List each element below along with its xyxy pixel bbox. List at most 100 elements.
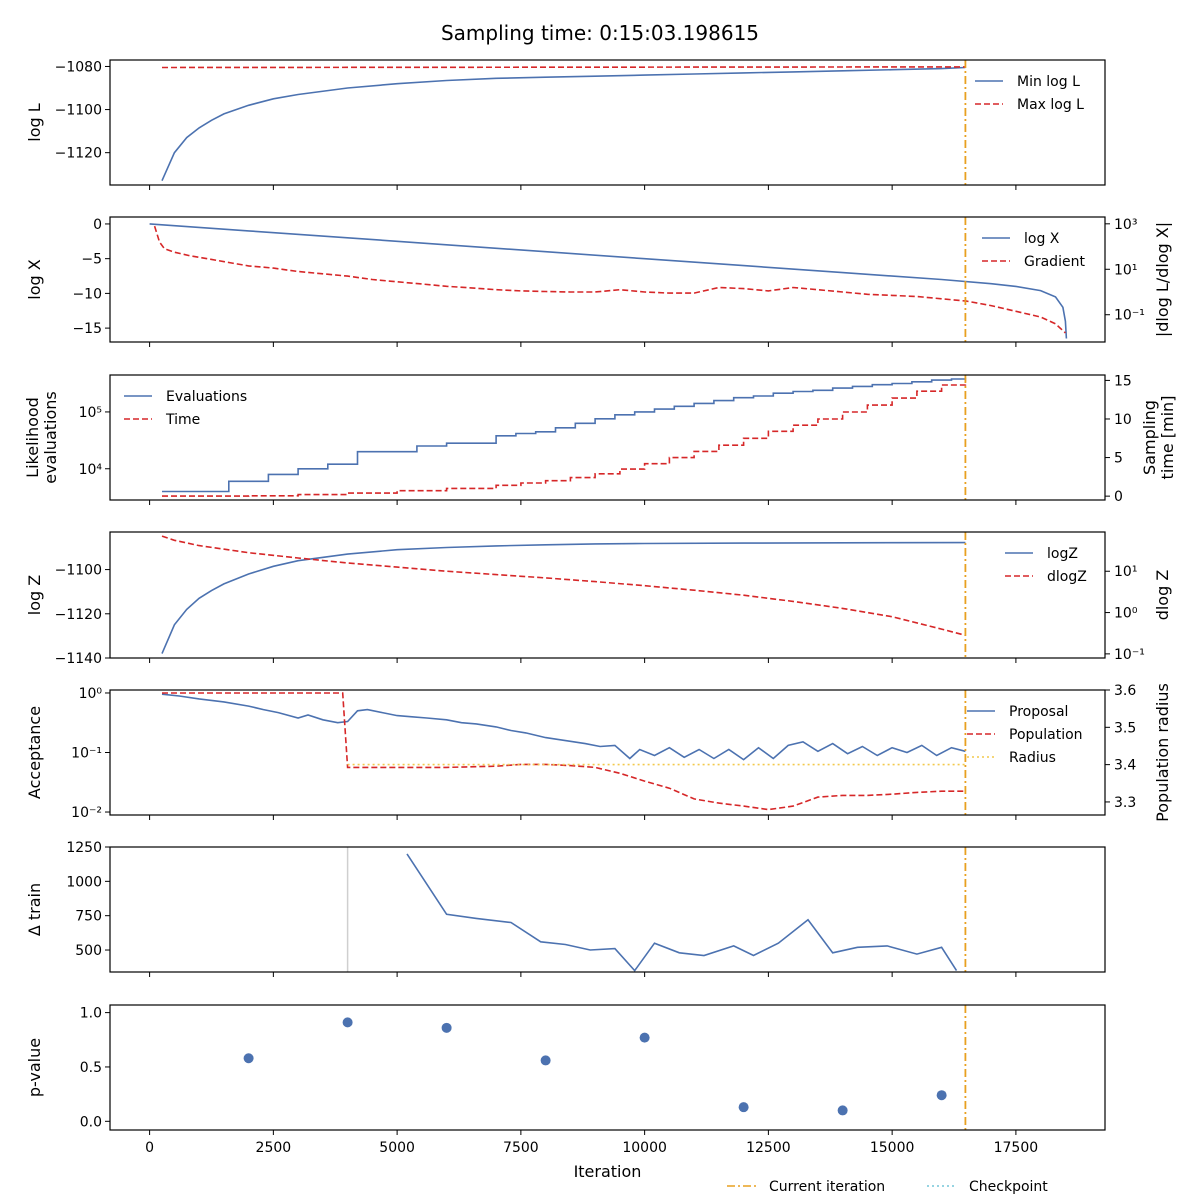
point-4: [540, 1055, 551, 1066]
y-tick-label: 1.0: [80, 1006, 102, 1022]
axes-frame: [109, 531, 1106, 659]
legend-label: Max log L: [1017, 97, 1084, 113]
y-tick-label: −1140: [55, 651, 102, 667]
y-tick-label: 10⁻²: [71, 805, 102, 821]
panel-evals: 10⁵ 10⁴ 0 5 10 15 Likelihood evaluations Samplin…: [23, 373, 1177, 505]
y-tick-label: 0.5: [80, 1060, 102, 1076]
y-tick-label: −1100: [55, 103, 102, 119]
point-3: [441, 1022, 452, 1033]
series-line-gradient: [153, 225, 1066, 334]
axes-frame: [109, 216, 1106, 343]
y2-axis-label: time [min]: [1158, 396, 1177, 480]
y-tick-label: −1100: [55, 563, 102, 579]
y2-tick-label: 10¹: [1114, 564, 1137, 580]
y-tick-label: 0: [93, 217, 102, 233]
y-axis-label: log L: [25, 103, 44, 141]
y-tick-label: 750: [75, 909, 102, 925]
series-line-dlogz: [161, 535, 966, 637]
panel-logz: −1100 −1120 −1140 10¹ 10⁰ 10⁻¹ log Z dlog Z logZ…: [25, 531, 1172, 667]
y-tick-label: 10⁴: [79, 462, 103, 478]
y-axis-label: Acceptance: [25, 706, 44, 799]
x-tick-label: 15000: [870, 1140, 915, 1156]
y2-tick-label: 3.5: [1114, 720, 1136, 736]
axes-frame: [109, 846, 1106, 973]
y2-tick-label: 5: [1114, 451, 1123, 467]
axes-frame: [109, 59, 1106, 186]
legend-logl: Min log L Max log L: [975, 74, 1084, 113]
y-tick-label: −15: [72, 321, 102, 337]
x-tick-label: 0: [145, 1140, 154, 1156]
plot-area-accept: [161, 692, 966, 811]
y-tick-label: 10⁰: [79, 686, 103, 702]
legend-evals: Evaluations Time: [124, 389, 247, 428]
y2-tick-label: 10¹: [1114, 262, 1137, 278]
axes-frame: [109, 1004, 1106, 1131]
series-line-max-log-l: [161, 66, 966, 69]
y-tick-label: −10: [72, 286, 102, 302]
y-tick-label: −1120: [55, 607, 102, 623]
panel-accept: 10⁰ 10⁻¹ 10⁻² 3.6 3.5 3.4 3.3 Acceptance Populat…: [25, 683, 1172, 822]
y-tick-label: 1000: [66, 874, 102, 890]
point-2: [342, 1017, 353, 1028]
y2-axis-label: dlog Z: [1153, 570, 1172, 621]
series-line-train-0: [406, 853, 958, 972]
point-8: [936, 1090, 947, 1101]
figure-title: Sampling time: 0:15:03.198615: [441, 21, 759, 45]
legend-accept: Proposal Population Radius: [967, 704, 1083, 766]
series-line-min-log-l: [161, 66, 966, 182]
y2-axis-label: Sampling: [1140, 400, 1159, 475]
y2-tick-label: 3.4: [1114, 758, 1136, 774]
panels-container: −1080 −1100 −1120 log L Min log L Max log L 0 −…: [23, 59, 1177, 1181]
footer-legend: Current iteration Checkpoint: [727, 1179, 1048, 1195]
y-axis-label: p-value: [25, 1038, 44, 1097]
legend-label: log X: [1024, 231, 1060, 247]
y2-tick-label: 10⁰: [1114, 606, 1138, 622]
series-line-population: [162, 692, 966, 811]
y-tick-label: −5: [81, 252, 102, 268]
y2-tick-label: 10⁻¹: [1114, 647, 1145, 663]
y-tick-label: −1120: [55, 146, 102, 162]
legend-label: Min log L: [1017, 74, 1080, 90]
panel-train: 1250 1000 750 500 Δ train: [25, 840, 1106, 977]
x-tick-label: 10000: [622, 1140, 667, 1156]
y2-tick-label: 10³: [1114, 217, 1137, 233]
point-1: [243, 1053, 254, 1064]
point-5: [639, 1032, 650, 1043]
series-line-evaluations: [162, 377, 967, 493]
y-tick-label: 1250: [66, 840, 102, 856]
y-axis-label: log Z: [25, 575, 44, 615]
legend-label: Gradient: [1024, 254, 1085, 270]
plot-area-logz: [161, 535, 966, 654]
x-axis-label: Iteration: [574, 1162, 642, 1181]
y2-tick-label: 3.6: [1114, 683, 1136, 699]
y-axis-label: log X: [25, 259, 44, 299]
legend-label: Evaluations: [166, 389, 247, 405]
point-7: [837, 1105, 848, 1116]
panel-logl: −1080 −1100 −1120 log L Min log L Max log L: [25, 59, 1106, 190]
plot-area-logx: [149, 223, 1068, 339]
series-line-time: [162, 380, 967, 497]
plot-area-pvalue: [243, 1017, 947, 1116]
legend-label: dlogZ: [1047, 569, 1087, 585]
legend-logx: log X Gradient: [982, 231, 1085, 270]
series-line-log-x: [149, 223, 1068, 339]
footer-label: Checkpoint: [969, 1179, 1048, 1195]
footer-label: Current iteration: [769, 1179, 885, 1195]
y-tick-label: 0.0: [80, 1114, 102, 1130]
series-line-logz: [161, 541, 966, 654]
y-tick-label: −1080: [55, 59, 102, 75]
plot-area-train: [346, 847, 958, 972]
y-tick-label: 10⁵: [79, 405, 102, 421]
x-tick-label: 2500: [256, 1140, 292, 1156]
y-tick-label: 500: [75, 943, 102, 959]
legend-label: Proposal: [1009, 704, 1068, 720]
x-tick-label: 7500: [503, 1140, 539, 1156]
plot-area-logl: [161, 66, 966, 182]
legend-label: Time: [165, 412, 200, 428]
series-line-proposal: [161, 693, 966, 761]
y-axis-label: Δ train: [25, 883, 44, 936]
y2-axis-label: Population radius: [1153, 683, 1172, 822]
x-tick-label: 12500: [746, 1140, 791, 1156]
y2-tick-label: 3.3: [1114, 795, 1136, 811]
